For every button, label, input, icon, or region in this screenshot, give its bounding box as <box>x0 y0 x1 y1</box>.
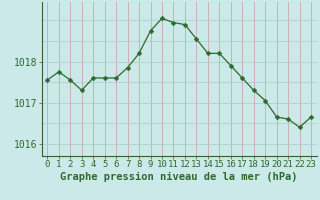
X-axis label: Graphe pression niveau de la mer (hPa): Graphe pression niveau de la mer (hPa) <box>60 172 298 182</box>
